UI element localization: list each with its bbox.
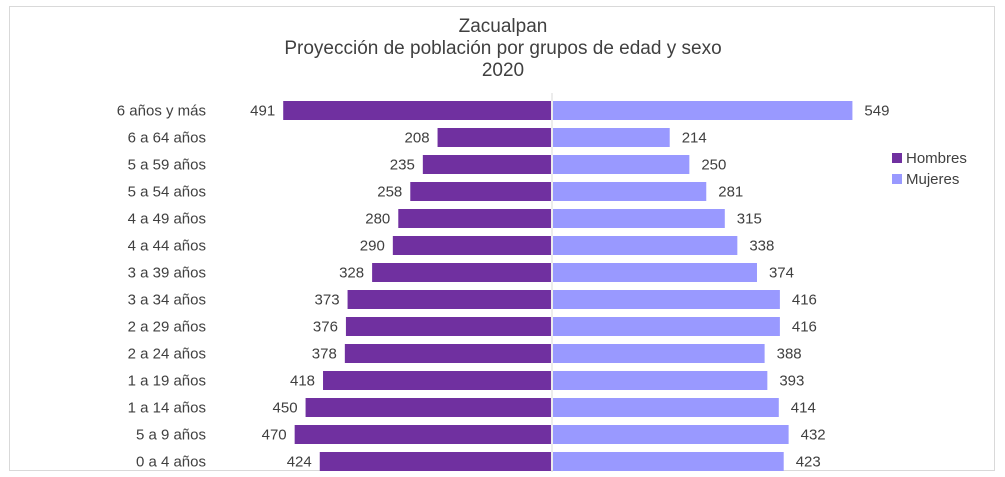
category-label: 1 a 19 años xyxy=(128,373,206,390)
bar-hombres xyxy=(410,182,551,201)
category-label: 5 a 54 años xyxy=(128,184,206,201)
legend-swatch-mujeres xyxy=(892,174,902,184)
bar-hombres xyxy=(319,452,551,471)
category-label: 4 a 49 años xyxy=(128,211,206,228)
bar-mujeres xyxy=(553,317,780,336)
bar-mujeres xyxy=(553,236,738,255)
data-label-mujeres: 214 xyxy=(682,130,707,147)
data-label-hombres: 280 xyxy=(365,211,390,228)
bar-hombres xyxy=(398,209,551,228)
data-label-hombres: 376 xyxy=(313,319,338,336)
bar-mujeres xyxy=(553,452,784,471)
category-label: 1 a 14 años xyxy=(128,400,206,417)
data-label-hombres: 418 xyxy=(290,373,315,390)
data-label-hombres: 491 xyxy=(250,103,275,120)
chart-title-line: Zacualpan xyxy=(459,16,548,37)
bar-hombres xyxy=(323,371,551,390)
data-label-mujeres: 423 xyxy=(796,454,821,471)
data-label-hombres: 450 xyxy=(273,400,298,417)
data-label-mujeres: 432 xyxy=(801,427,826,444)
data-label-mujeres: 281 xyxy=(718,184,743,201)
bar-hombres xyxy=(283,101,551,120)
legend-swatch-hombres xyxy=(892,153,902,163)
bar-hombres xyxy=(344,344,551,363)
chart-title-line: Proyección de población por grupos de ed… xyxy=(284,38,721,59)
bar-hombres xyxy=(437,128,551,147)
data-label-hombres: 378 xyxy=(312,346,337,363)
chart-title-line: 2020 xyxy=(482,60,524,81)
bar-mujeres xyxy=(553,209,725,228)
category-label: 6 a 64 años xyxy=(128,130,206,147)
data-label-hombres: 373 xyxy=(315,292,340,309)
category-label: 2 a 24 años xyxy=(128,346,206,363)
category-label: 3 a 39 años xyxy=(128,265,206,282)
category-label: 5 a 59 años xyxy=(128,157,206,174)
category-label: 5 a 9 años xyxy=(136,427,206,444)
category-label: 0 a 4 años xyxy=(136,454,206,471)
bar-mujeres xyxy=(553,398,779,417)
legend-label-mujeres: Mujeres xyxy=(906,171,959,188)
legend: Hombres Mujeres xyxy=(892,150,967,188)
mujeres-bars xyxy=(553,101,853,471)
data-label-hombres: 258 xyxy=(377,184,402,201)
data-label-hombres: 470 xyxy=(262,427,287,444)
bar-hombres xyxy=(422,155,551,174)
bar-hombres xyxy=(345,317,551,336)
category-label: 6 años y más xyxy=(117,103,206,120)
data-label-hombres: 290 xyxy=(360,238,385,255)
data-label-mujeres: 250 xyxy=(701,157,726,174)
legend-label-hombres: Hombres xyxy=(906,150,967,167)
category-label: 3 a 34 años xyxy=(128,292,206,309)
bar-mujeres xyxy=(553,101,853,120)
data-label-mujeres: 338 xyxy=(749,238,774,255)
data-label-hombres: 424 xyxy=(287,454,312,471)
category-labels: 6 años y más 6 a 64 años 5 a 59 años 5 a 54… xyxy=(117,103,206,471)
data-label-mujeres: 416 xyxy=(792,319,817,336)
bar-hombres xyxy=(392,236,551,255)
bar-mujeres xyxy=(553,155,690,174)
bar-mujeres xyxy=(553,425,789,444)
bar-hombres xyxy=(305,398,551,417)
data-label-mujeres: 388 xyxy=(777,346,802,363)
bar-hombres xyxy=(347,290,551,309)
data-label-mujeres: 414 xyxy=(791,400,816,417)
bar-mujeres xyxy=(553,344,765,363)
bar-mujeres xyxy=(553,371,768,390)
data-label-mujeres: 374 xyxy=(769,265,794,282)
bar-mujeres xyxy=(553,182,707,201)
bar-hombres xyxy=(294,425,551,444)
data-label-hombres: 235 xyxy=(390,157,415,174)
category-label: 4 a 44 años xyxy=(128,238,206,255)
bar-mujeres xyxy=(553,128,670,147)
data-labels: 491 549 208 214 235 250 258 281 280 315 290 338 328 3… xyxy=(250,103,889,471)
data-label-mujeres: 393 xyxy=(779,373,804,390)
hombres-bars xyxy=(283,101,551,471)
data-label-mujeres: 315 xyxy=(737,211,762,228)
bar-mujeres xyxy=(553,290,780,309)
data-label-hombres: 328 xyxy=(339,265,364,282)
bar-hombres xyxy=(372,263,551,282)
data-label-mujeres: 416 xyxy=(792,292,817,309)
data-label-hombres: 208 xyxy=(405,130,430,147)
category-label: 2 a 29 años xyxy=(128,319,206,336)
bar-mujeres xyxy=(553,263,757,282)
data-label-mujeres: 549 xyxy=(864,103,889,120)
chart-frame: Zacualpan Proyección de población por gru… xyxy=(9,6,995,472)
